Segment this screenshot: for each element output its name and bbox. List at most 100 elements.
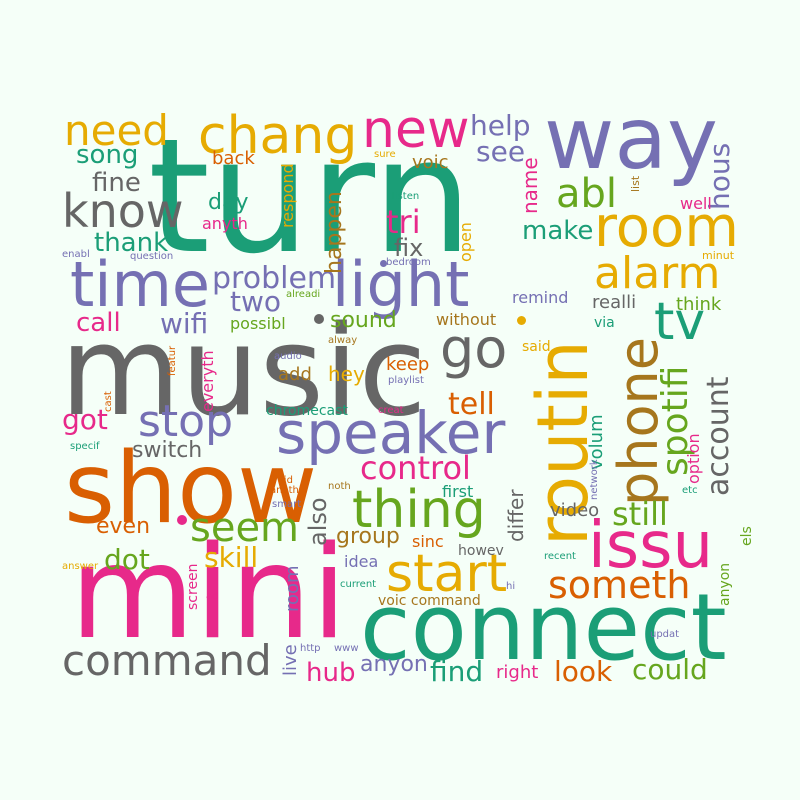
word-add: add [278, 364, 312, 385]
word-find: find [430, 655, 484, 688]
word-featur: featur [167, 345, 178, 376]
word-someth: someth [548, 563, 691, 607]
word-see: see [476, 135, 526, 168]
word-tri: tri [386, 203, 421, 241]
word-sinc: sinc [412, 532, 444, 551]
word-keep: keep [386, 354, 430, 375]
word-room-small: room [282, 565, 303, 612]
word-sound: sound [330, 308, 397, 333]
word-els: els [739, 526, 755, 546]
word-updat: updat [650, 629, 680, 640]
word-new: new [362, 100, 470, 160]
word-listen: listen [392, 191, 420, 202]
word-wifi: wifi [160, 307, 209, 340]
word-sure: sure [374, 149, 396, 160]
word-know: know [62, 184, 184, 238]
word-need: need [64, 106, 169, 155]
word-name: name [518, 157, 542, 214]
word-music: music [60, 300, 427, 444]
word-song: song [76, 140, 139, 170]
word-think: think [676, 294, 722, 315]
word-differ: differ [504, 489, 528, 542]
word-tv: tv [654, 292, 706, 352]
word-alarm: alarm [594, 248, 721, 299]
word-without: without [436, 310, 497, 329]
word-fix: fix [394, 234, 424, 262]
dot-mark [314, 314, 324, 324]
word-video: video [550, 500, 600, 521]
word-kid: kid [278, 475, 293, 486]
word-right: right [496, 662, 539, 683]
word-skill: skill [204, 541, 259, 574]
word-day: day [208, 190, 249, 215]
word-thing: thing [352, 480, 486, 540]
word-www: www [334, 643, 359, 654]
word-account: account [701, 376, 736, 496]
word-idea: idea [344, 552, 379, 571]
word-problem: problem [212, 261, 337, 296]
word-hey: hey [328, 362, 365, 386]
word-hub: hub [306, 658, 356, 688]
word-control: control [360, 449, 471, 487]
word-show: show [64, 432, 318, 546]
word-also: also [304, 497, 332, 546]
word-speaker: speaker [276, 399, 506, 467]
word-bedroom: bedroom [386, 257, 431, 268]
word-alreadi: alreadi [286, 289, 321, 300]
word-http: http [300, 643, 321, 654]
word-anyon: anyon [360, 652, 428, 677]
word-creat: creat [378, 405, 404, 416]
word-etc: etc [682, 485, 698, 496]
word-enabl: enabl [62, 249, 90, 260]
word-go: go [440, 317, 508, 380]
word-list: list [629, 175, 642, 192]
word-make: make [522, 216, 594, 246]
word-light: light [332, 248, 470, 321]
word-start: start [386, 544, 508, 604]
word-audio: audio [274, 351, 302, 362]
word-room: room [594, 195, 739, 260]
word-current: current [340, 579, 377, 590]
word-fine: fine [92, 168, 141, 198]
word-possibl: possibl [230, 314, 286, 333]
word-time: time [70, 248, 211, 321]
word-question: question [130, 251, 174, 262]
word-group: group [336, 524, 400, 549]
word-live: live [280, 644, 301, 676]
word-minut: minut [702, 249, 735, 262]
word-answer: answer [62, 561, 99, 572]
word-look: look [554, 655, 613, 688]
word-noth: noth [328, 481, 351, 492]
dot-mark [380, 260, 387, 267]
word-ad: ad [206, 591, 219, 602]
word-switch: switch [132, 438, 203, 463]
word-help: help [470, 109, 531, 142]
dot-mark [517, 316, 526, 325]
word-abl: abl [556, 171, 618, 217]
word-back: back [212, 148, 255, 169]
word-dot: dot [104, 543, 150, 576]
word-happen: happen [322, 191, 347, 274]
word-chromecast: chromecast [266, 403, 348, 419]
word-thank: thank [94, 228, 169, 258]
word-alway: alway [328, 335, 358, 346]
word-smart: smart [272, 499, 302, 510]
word-could: could [632, 653, 708, 686]
word-via: via [594, 315, 615, 331]
word-playlist: playlist [388, 375, 424, 386]
word-call: call [76, 308, 121, 338]
word-said: said [522, 339, 551, 355]
word-chang: chang [198, 106, 358, 166]
word-turn: turn [148, 105, 473, 289]
word-option: option [684, 433, 703, 484]
word-voic-command: voic command [378, 593, 481, 609]
word-network: network [589, 459, 600, 500]
word-everyth: everyth [198, 350, 217, 412]
word-seem: seem [190, 505, 300, 551]
word-anoth: anoth [270, 485, 299, 496]
word-command: command [62, 636, 272, 685]
word-howev: howev [458, 543, 504, 559]
word-voic: voic [412, 152, 449, 173]
word-remind: remind [512, 288, 569, 307]
word-anyth: anyth [202, 214, 248, 233]
